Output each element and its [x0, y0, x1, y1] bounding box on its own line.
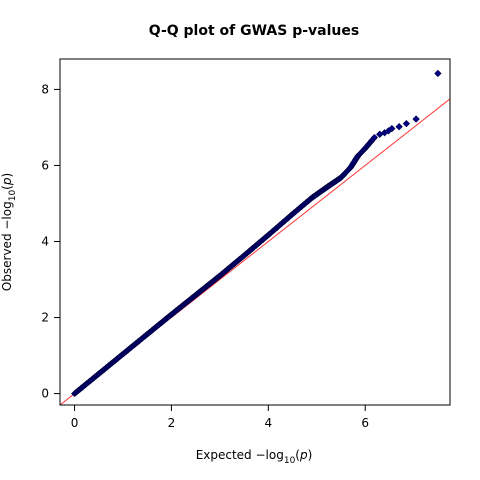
x-axis-label-close: )	[308, 448, 313, 462]
data-point	[370, 133, 379, 141]
y-axis-label-close: )	[0, 173, 14, 178]
y-tick-label: 8	[41, 82, 49, 96]
x-axis-ticks: 0 2 4 6	[71, 405, 369, 430]
x-axis-label-prefix: Expected −log	[196, 448, 284, 462]
y-axis-label-subscript: 10	[8, 190, 18, 202]
data-point	[412, 115, 420, 123]
x-tick-label: 6	[361, 416, 369, 430]
y-tick-label: 4	[41, 235, 49, 249]
x-axis-label-variable: p	[299, 448, 308, 462]
y-axis-label-open: (	[0, 185, 14, 190]
y-axis-label-prefix: Observed −log	[0, 201, 14, 291]
y-axis-label: Observed −log10(p)	[0, 173, 18, 291]
x-axis-label-open: (	[295, 448, 300, 462]
x-tick-label: 0	[71, 416, 79, 430]
chart-title: Q-Q plot of GWAS p-values	[149, 23, 359, 39]
x-axis-label: Expected −log10(p)	[196, 448, 313, 466]
y-tick-label: 6	[41, 158, 49, 172]
data-point	[395, 122, 403, 131]
y-axis-ticks: 0 2 4 6 8	[41, 82, 60, 401]
data-point	[402, 119, 411, 128]
x-axis-label-subscript: 10	[284, 456, 296, 466]
data-point	[388, 124, 396, 133]
data-point	[434, 69, 442, 78]
y-tick-label: 0	[41, 387, 49, 401]
x-tick-label: 4	[265, 416, 273, 430]
y-axis-label-variable: p	[0, 177, 14, 186]
y-tick-label: 2	[41, 311, 49, 325]
plot-frame	[59, 58, 451, 406]
x-tick-label: 2	[168, 416, 176, 430]
data-points-layer	[70, 69, 442, 398]
